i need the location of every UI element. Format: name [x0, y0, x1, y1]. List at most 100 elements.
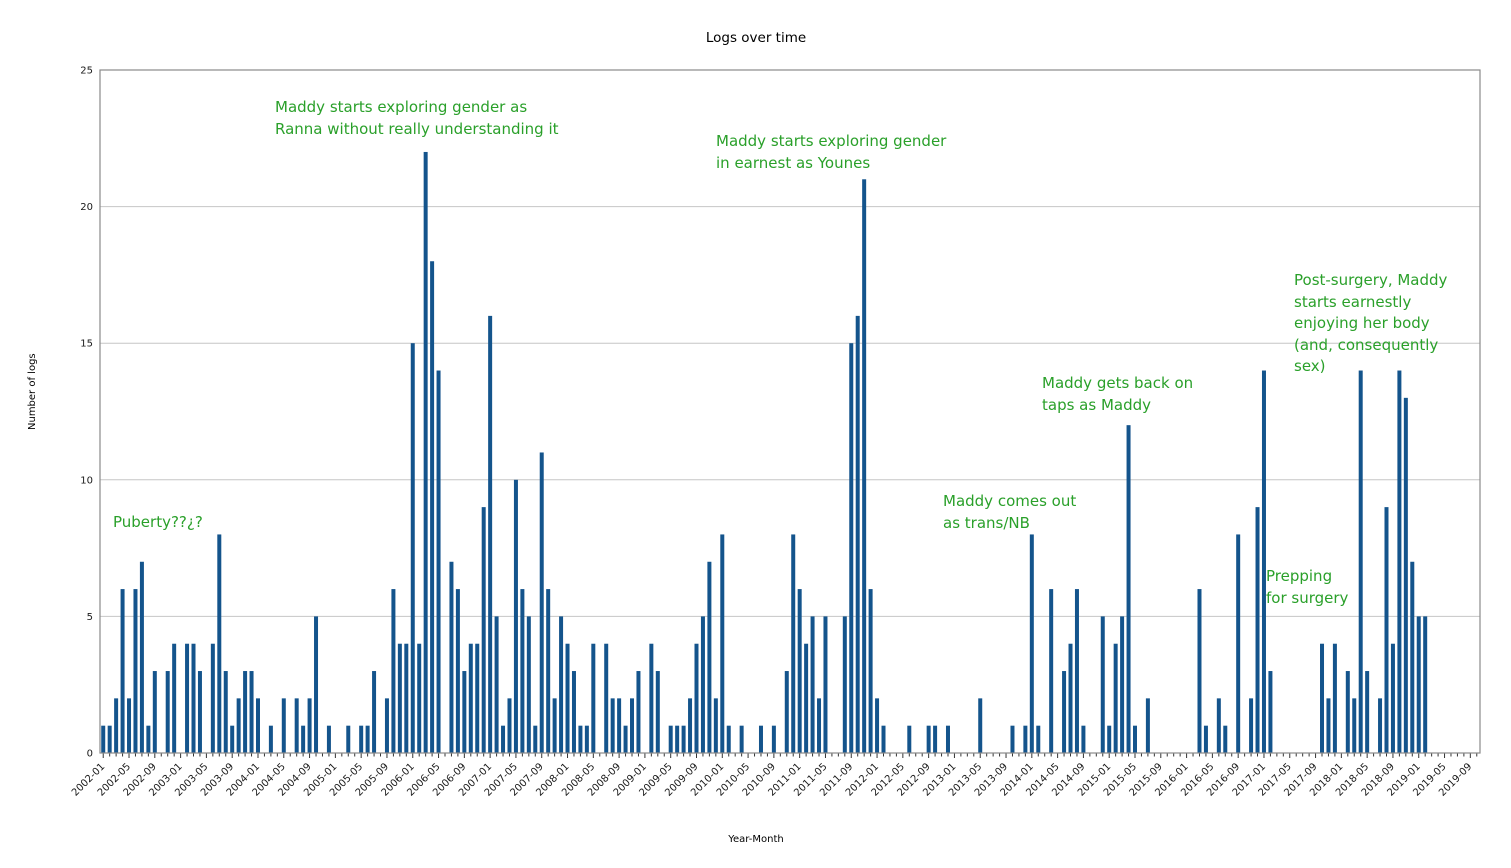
bar-2004-01: [255, 698, 260, 753]
bar-2002-09: [152, 671, 157, 753]
bar-2006-08: [455, 589, 460, 753]
bar-2002-02: [107, 725, 112, 753]
chart-annotation: Maddy starts exploring gender in earnest…: [716, 132, 947, 172]
bar-2011-01: [797, 589, 802, 753]
bar-2018-11: [1403, 397, 1408, 753]
bar-2010-07: [758, 725, 763, 753]
bar-2014-06: [1062, 671, 1067, 753]
bar-2007-10: [546, 589, 551, 753]
bar-2005-10: [391, 589, 396, 753]
bar-2006-02: [417, 643, 422, 753]
bar-2006-07: [449, 561, 454, 753]
bar-2003-12: [249, 671, 254, 753]
bar-2002-11: [165, 671, 170, 753]
bar-2006-10: [468, 643, 473, 753]
bar-2007-06: [520, 589, 525, 753]
bar-2009-08: [688, 698, 693, 753]
bar-2016-11: [1249, 698, 1254, 753]
y-tick-label: 20: [80, 202, 93, 213]
bar-2010-04: [739, 725, 744, 753]
bar-2018-08: [1384, 507, 1389, 753]
bar-2006-01: [410, 343, 415, 753]
bar-2006-12: [481, 507, 486, 753]
chart-annotation: Post-surgery, Maddy starts earnestly enj…: [1294, 271, 1448, 375]
bar-2007-05: [513, 479, 518, 753]
bar-2004-12: [326, 725, 331, 753]
bar-2005-12: [404, 643, 409, 753]
bar-2003-11: [243, 671, 248, 753]
bar-2004-08: [301, 725, 306, 753]
bar-2007-01: [488, 315, 493, 753]
bar-2018-10: [1397, 370, 1402, 753]
chart-annotation: Puberty??¿?: [113, 513, 203, 531]
bar-2017-02: [1268, 671, 1273, 753]
y-tick-label: 0: [87, 749, 93, 760]
bar-2017-11: [1326, 698, 1331, 753]
bar-2007-12: [559, 616, 564, 753]
bar-2009-12: [713, 698, 718, 753]
bar-2013-05: [978, 698, 983, 753]
bar-2018-12: [1410, 561, 1415, 753]
bar-2003-09: [230, 725, 235, 753]
bar-2009-10: [700, 616, 705, 753]
bar-2016-09: [1236, 534, 1241, 753]
bar-2018-04: [1358, 370, 1363, 753]
bar-2012-10: [933, 725, 938, 753]
bar-2014-01: [1029, 534, 1034, 753]
bar-2016-07: [1223, 725, 1228, 753]
bar-2014-12: [1100, 616, 1105, 753]
bar-2012-01: [875, 698, 880, 753]
y-tick-label: 10: [80, 475, 93, 486]
bar-2007-09: [539, 452, 544, 753]
bar-2013-12: [1023, 725, 1028, 753]
bar-2012-09: [926, 725, 931, 753]
bar-2005-07: [372, 671, 377, 753]
bar-2011-08: [842, 616, 847, 753]
bar-2005-03: [346, 725, 351, 753]
bar-2008-12: [636, 671, 641, 753]
bar-2014-08: [1074, 589, 1079, 753]
bar-2019-01: [1416, 616, 1421, 753]
bar-2006-04: [430, 261, 435, 753]
plot-border: [99, 69, 1481, 754]
y-tick-label: 5: [87, 612, 93, 623]
bar-2018-05: [1365, 671, 1370, 753]
bar-2007-03: [501, 725, 506, 753]
chart-annotation: Prepping for surgery: [1266, 567, 1349, 607]
y-tick-label: 15: [80, 339, 93, 350]
bar-2008-08: [610, 698, 615, 753]
bar-2017-01: [1261, 370, 1266, 753]
bar-2003-03: [191, 643, 196, 753]
bar-2003-08: [223, 671, 228, 753]
chart-annotation: Maddy gets back on taps as Maddy: [1042, 374, 1194, 414]
bar-2014-07: [1068, 643, 1073, 753]
bar-2009-02: [649, 643, 654, 753]
bar-2012-12: [945, 725, 950, 753]
bar-2011-05: [823, 616, 828, 753]
chart-title: Logs over time: [705, 30, 807, 46]
bar-2002-04: [120, 589, 125, 753]
bar-2003-10: [236, 698, 241, 753]
bar-2009-03: [655, 671, 660, 753]
bar-2002-01: [101, 725, 106, 753]
bar-2006-03: [423, 151, 428, 753]
bar-2011-11: [862, 179, 867, 753]
bar-2010-11: [784, 671, 789, 753]
bar-2009-09: [694, 643, 699, 753]
bar-2015-07: [1145, 698, 1150, 753]
bar-2007-08: [533, 725, 538, 753]
bar-2005-05: [359, 725, 364, 753]
bar-2006-05: [436, 370, 441, 753]
bar-2003-02: [185, 643, 190, 753]
bar-2011-04: [817, 698, 822, 753]
bar-2008-05: [591, 643, 596, 753]
bar-2007-07: [526, 616, 531, 753]
bar-2008-04: [584, 725, 589, 753]
bar-2005-11: [397, 643, 402, 753]
bar-2011-09: [849, 343, 854, 753]
bar-2002-05: [127, 698, 132, 753]
bar-2010-01: [720, 534, 725, 753]
bar-2007-11: [552, 698, 557, 753]
